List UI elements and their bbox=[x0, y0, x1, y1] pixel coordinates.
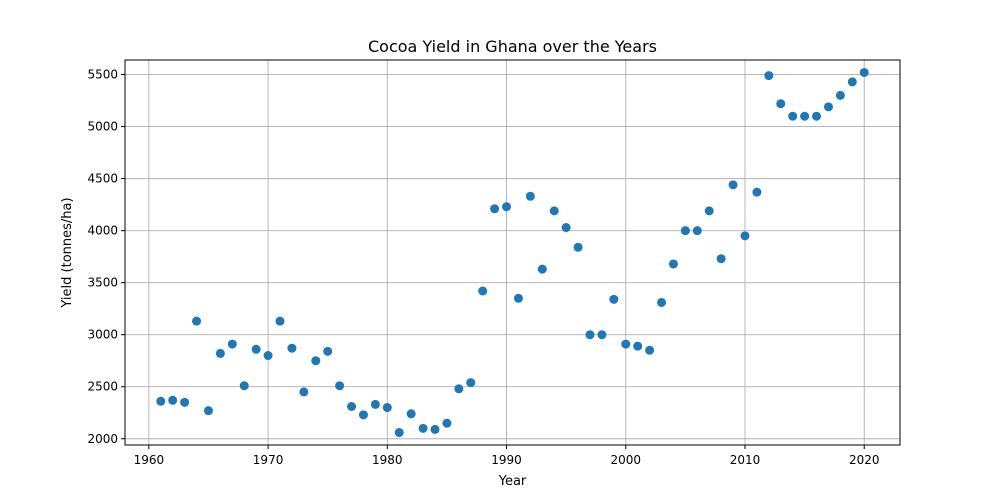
data-point bbox=[680, 226, 690, 236]
data-point bbox=[156, 396, 166, 406]
data-point bbox=[215, 348, 225, 358]
x-tick-label: 1970 bbox=[253, 453, 284, 467]
data-point bbox=[275, 316, 285, 326]
data-point bbox=[537, 264, 547, 274]
data-point bbox=[347, 402, 357, 411]
data-point bbox=[382, 403, 392, 413]
grid bbox=[125, 60, 900, 445]
data-point bbox=[859, 67, 869, 77]
data-point bbox=[764, 71, 774, 81]
data-point bbox=[227, 339, 237, 349]
plot-frame bbox=[124, 59, 901, 446]
data-point bbox=[513, 293, 523, 303]
y-axis-ticks: 2000 2500 3000 3500 4000 4500 5000 5500 bbox=[87, 68, 125, 446]
data-point bbox=[823, 102, 833, 112]
data-point bbox=[549, 206, 559, 216]
data-point bbox=[585, 330, 595, 340]
data-point bbox=[776, 99, 786, 109]
data-point bbox=[168, 395, 178, 405]
data-point bbox=[490, 204, 500, 214]
y-tick-label: 4000 bbox=[87, 224, 118, 238]
y-tick-label: 5000 bbox=[87, 120, 118, 134]
data-point bbox=[430, 424, 440, 434]
data-point bbox=[692, 226, 702, 236]
data-point bbox=[812, 111, 822, 121]
data-point bbox=[263, 351, 273, 361]
y-tick-label: 4500 bbox=[87, 172, 118, 186]
data-point bbox=[728, 180, 738, 190]
data-point bbox=[668, 259, 678, 269]
data-point bbox=[645, 345, 655, 355]
y-tick-label: 2000 bbox=[87, 432, 118, 446]
y-tick-label: 3000 bbox=[87, 328, 118, 342]
data-point bbox=[847, 77, 857, 87]
data-point bbox=[203, 406, 213, 416]
data-points bbox=[156, 67, 869, 438]
data-point bbox=[657, 297, 667, 307]
data-point bbox=[323, 346, 333, 356]
x-axis-label: Year bbox=[498, 474, 527, 489]
x-tick-label: 2000 bbox=[610, 453, 641, 467]
data-point bbox=[299, 387, 309, 397]
x-tick-label: 2010 bbox=[730, 453, 761, 467]
data-point bbox=[752, 187, 762, 197]
data-point bbox=[561, 223, 571, 233]
data-point bbox=[800, 111, 810, 121]
data-point bbox=[239, 381, 249, 391]
data-point bbox=[454, 384, 464, 394]
chart-title: Cocoa Yield in Ghana over the Years bbox=[368, 37, 657, 56]
data-point bbox=[597, 330, 607, 340]
y-tick-label: 2500 bbox=[87, 380, 118, 394]
data-point bbox=[406, 409, 416, 419]
data-point bbox=[621, 339, 631, 349]
data-point bbox=[835, 90, 845, 100]
data-point bbox=[478, 286, 488, 296]
x-tick-label: 2020 bbox=[849, 453, 880, 467]
data-point bbox=[704, 206, 714, 216]
y-tick-label: 3500 bbox=[87, 276, 118, 290]
data-point bbox=[573, 242, 583, 252]
data-point bbox=[311, 356, 321, 366]
data-point bbox=[418, 423, 428, 433]
data-point bbox=[502, 202, 512, 212]
x-tick-label: 1960 bbox=[134, 453, 165, 467]
data-point bbox=[788, 111, 798, 121]
data-point bbox=[525, 191, 535, 201]
data-point bbox=[633, 341, 643, 351]
data-point bbox=[716, 254, 726, 264]
data-point bbox=[287, 343, 297, 353]
data-point bbox=[394, 428, 404, 438]
data-point bbox=[358, 410, 368, 420]
data-point bbox=[180, 397, 190, 407]
x-tick-label: 1980 bbox=[372, 453, 403, 467]
x-tick-label: 1990 bbox=[491, 453, 522, 467]
y-tick-label: 5500 bbox=[87, 68, 118, 82]
y-axis-label: Yield (tonnes/ha) bbox=[60, 197, 75, 308]
data-point bbox=[251, 344, 261, 354]
data-point bbox=[442, 418, 452, 428]
data-point bbox=[192, 316, 202, 326]
data-point bbox=[466, 378, 476, 388]
data-point bbox=[335, 381, 345, 391]
data-point bbox=[740, 231, 750, 241]
data-point bbox=[370, 399, 380, 409]
data-point bbox=[609, 294, 619, 304]
x-axis-ticks: 1960 1970 1980 1990 2000 2010 2020 bbox=[134, 445, 880, 467]
